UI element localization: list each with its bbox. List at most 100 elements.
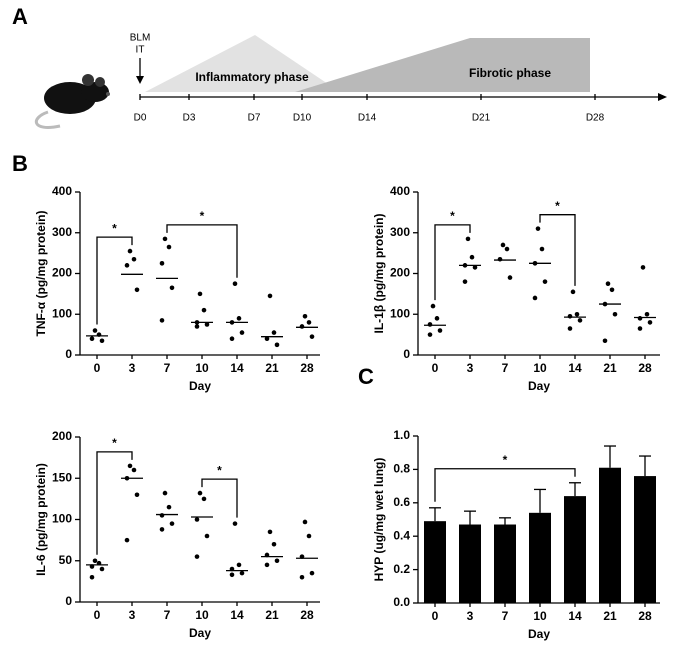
day-label: D21 <box>472 113 491 124</box>
x-tick-label: 21 <box>603 361 617 375</box>
significance-label: * <box>112 221 117 235</box>
agent-label: BLM <box>130 33 151 44</box>
data-dot <box>274 558 280 564</box>
x-tick-label: 28 <box>638 361 652 375</box>
data-dot <box>612 311 618 317</box>
data-dot <box>201 496 207 502</box>
data-dot <box>232 521 238 526</box>
bar <box>634 476 656 603</box>
data-dot <box>194 554 200 559</box>
day-label: D3 <box>183 113 196 124</box>
significance-label: * <box>217 463 222 477</box>
data-dot <box>437 328 443 333</box>
data-dot <box>162 236 168 242</box>
x-tick-label: 7 <box>164 361 171 375</box>
x-tick-label: 28 <box>300 361 314 375</box>
data-dot <box>299 324 305 329</box>
significance-bracket <box>434 468 576 502</box>
data-dot <box>469 254 475 260</box>
data-dot <box>264 562 270 568</box>
data-dot <box>169 285 175 291</box>
y-axis-label: IL-1β (pg/mg protein) <box>372 214 386 334</box>
y-tick-label: 300 <box>52 225 72 239</box>
x-axis-label: Day <box>528 379 550 393</box>
data-dot <box>462 279 468 284</box>
data-dot <box>567 313 573 319</box>
data-dot <box>169 521 175 526</box>
data-dot <box>574 311 580 317</box>
x-tick-label: 10 <box>195 361 209 375</box>
data-dot <box>535 226 541 231</box>
y-tick-label: 0 <box>65 594 72 608</box>
route-label: IT <box>136 45 145 56</box>
x-axis-label: Day <box>528 627 550 641</box>
x-tick-label: 10 <box>533 361 547 375</box>
data-dot <box>605 281 611 286</box>
data-dot <box>267 293 273 299</box>
y-tick-label: 150 <box>52 470 72 484</box>
x-tick-label: 14 <box>230 361 244 375</box>
phase-label: Inflammatory phase <box>195 70 309 84</box>
y-tick-label: 0 <box>65 347 72 361</box>
data-dot <box>159 318 165 323</box>
data-dot <box>306 320 312 325</box>
x-tick-label: 3 <box>129 608 136 622</box>
x-tick-label: 7 <box>502 361 509 375</box>
day-label: D0 <box>134 113 147 124</box>
data-dot <box>539 246 545 252</box>
y-tick-label: 0.2 <box>393 562 410 576</box>
data-dot <box>92 558 98 564</box>
significance-bracket <box>539 214 576 286</box>
data-dot <box>299 574 305 580</box>
x-tick-label: 3 <box>129 361 136 375</box>
phase-label: Fibrotic phase <box>469 66 551 80</box>
data-dot <box>306 533 312 539</box>
data-dot <box>131 467 137 473</box>
data-dot <box>92 328 98 333</box>
data-dot <box>127 463 133 469</box>
x-tick-label: 0 <box>432 609 439 623</box>
data-dot <box>194 517 200 522</box>
data-dot <box>229 572 235 578</box>
x-tick-label: 14 <box>230 608 244 622</box>
data-dot <box>229 336 235 342</box>
data-dot <box>427 322 433 327</box>
data-dot <box>201 307 207 313</box>
data-dot <box>309 334 315 339</box>
significance-bracket <box>434 224 471 301</box>
data-dot <box>504 246 510 252</box>
data-dot <box>434 316 440 321</box>
data-dot <box>124 263 130 268</box>
y-tick-label: 100 <box>52 512 72 526</box>
data-dot <box>239 330 245 335</box>
x-tick-label: 3 <box>467 609 474 623</box>
data-dot <box>197 291 203 297</box>
significance-bracket <box>96 236 133 325</box>
data-dot <box>430 303 436 309</box>
x-tick-label: 3 <box>467 361 474 375</box>
data-dot <box>271 541 277 547</box>
x-tick-label: 21 <box>265 361 279 375</box>
x-tick-label: 10 <box>533 609 547 623</box>
x-tick-label: 7 <box>164 608 171 622</box>
y-tick-label: 0 <box>403 347 410 361</box>
y-tick-label: 0.6 <box>393 495 410 509</box>
data-dot <box>236 562 242 568</box>
x-tick-label: 28 <box>638 609 652 623</box>
x-axis-label: Day <box>189 626 211 640</box>
y-tick-label: 1.0 <box>393 428 410 442</box>
data-dot <box>647 320 653 325</box>
x-tick-label: 0 <box>94 608 101 622</box>
data-dot <box>204 322 210 327</box>
data-dot <box>194 324 200 329</box>
y-tick-label: 100 <box>390 306 410 320</box>
data-dot <box>567 326 573 331</box>
y-tick-label: 50 <box>59 553 73 567</box>
data-dot <box>166 504 172 510</box>
data-dot <box>309 570 315 576</box>
data-dot <box>236 316 242 321</box>
bar <box>424 521 446 603</box>
data-dot <box>131 256 137 262</box>
data-dot <box>532 295 538 301</box>
